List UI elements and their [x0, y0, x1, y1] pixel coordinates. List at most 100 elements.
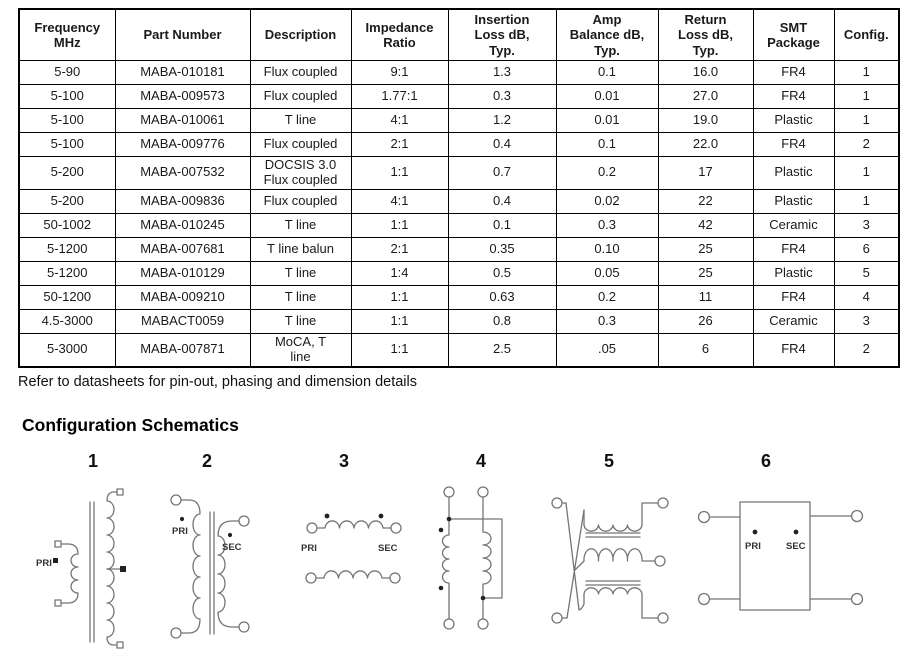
- table-cell: Flux coupled: [249, 84, 352, 109]
- table-cell: Flux coupled: [249, 132, 352, 157]
- table-cell: 0.4: [447, 132, 557, 157]
- table-cell: T line: [249, 108, 352, 133]
- table-cell: MABA-007681: [114, 236, 251, 262]
- table-cell: 5-100: [18, 84, 116, 109]
- terminal-circle: [170, 627, 182, 639]
- phase-dot: [793, 529, 799, 535]
- table-row: 4.5-3000 MABACT0059 T line 1:1 0.8 0.3 26 Ceram…: [18, 308, 900, 334]
- table-body: 5-90 MABA-010181 Flux coupled 9:1 1.3 0.1 16.0…: [18, 60, 900, 368]
- table-cell: 0.2: [555, 284, 659, 310]
- table-cell: 2: [833, 332, 900, 368]
- terminal-circle: [477, 618, 489, 630]
- table-cell: 27.0: [657, 84, 754, 109]
- table-row: 5-1200 MABA-007681 T line balun 2:1 0.35 0.10…: [18, 236, 900, 262]
- terminal-circle: [654, 555, 666, 567]
- table-cell: 4:1: [350, 108, 449, 133]
- primary-winding: [60, 543, 79, 604]
- table-cell: 1: [833, 156, 900, 190]
- table-cell: MABA-010129: [114, 260, 251, 286]
- table-row: 5-100 MABA-009573 Flux coupled 1.77:1 0.3 0.0…: [18, 84, 900, 109]
- terminal-circle: [551, 612, 563, 624]
- table-cell: 4:1: [350, 188, 449, 214]
- terminal-circle: [443, 486, 455, 498]
- schematic-1-transformer-diagram: PRI: [36, 488, 126, 649]
- table-cell: 16.0: [657, 60, 754, 85]
- junction-dot: [480, 595, 486, 601]
- table-cell: 11: [657, 284, 754, 310]
- table-cell: 1: [833, 108, 900, 133]
- table-row: 5-200 MABA-009836 Flux coupled 4:1 0.4 0.02 22…: [18, 188, 900, 214]
- schematic-4-number: 4: [475, 451, 486, 471]
- table-cell: 0.3: [447, 84, 557, 109]
- table-cell: MABA-009836: [114, 188, 251, 214]
- table-cell: 6: [833, 236, 900, 262]
- terminal-square: [54, 540, 62, 548]
- table-cell: 50-1002: [18, 212, 116, 238]
- table-row: 5-90 MABA-010181 Flux coupled 9:1 1.3 0.1 16.0…: [18, 60, 900, 85]
- table-cell: 1.3: [447, 60, 557, 85]
- table-cell: 0.2: [555, 156, 659, 190]
- table-cell: 0.7: [447, 156, 557, 190]
- schematic-3-tline-diagram: PRI SEC: [301, 513, 402, 584]
- table-cell: 1:4: [350, 260, 449, 286]
- table-cell: 1.2: [447, 108, 557, 133]
- table-cell: DOCSIS 3.0 Flux coupled: [249, 156, 352, 190]
- table-cell: 0.01: [555, 84, 659, 109]
- table-cell: 0.1: [447, 212, 557, 238]
- middle-winding: [574, 548, 656, 571]
- table-cell: 5-200: [18, 188, 116, 214]
- table-cell: 1.77:1: [350, 84, 449, 109]
- schematic-1-number: 1: [87, 451, 98, 471]
- terminal-circle: [443, 618, 455, 630]
- table-cell: 25: [657, 236, 754, 262]
- table-row: 50-1002 MABA-010245 T line 1:1 0.1 0.3 42 Ceram…: [18, 212, 900, 238]
- table-cell: 42: [657, 212, 754, 238]
- table-cell: 9:1: [350, 60, 449, 85]
- phase-dot: [438, 527, 444, 533]
- section-title: Configuration Schematics: [22, 415, 239, 435]
- schematic-5-number: 5: [603, 451, 614, 471]
- column-header: Amp Balance dB, Typ.: [555, 8, 659, 61]
- phase-dot: [752, 529, 758, 535]
- table-cell: MABA-009210: [114, 284, 251, 310]
- table-cell: 5-100: [18, 108, 116, 133]
- core-lines: [89, 501, 95, 643]
- terminal-circle: [850, 509, 864, 523]
- primary-winding: [180, 499, 201, 634]
- table-row: 5-100 MABA-009776 Flux coupled 2:1 0.4 0.1 22.…: [18, 132, 900, 157]
- table-cell: FR4: [752, 84, 835, 109]
- pri-label: PRI: [301, 543, 317, 554]
- core-lines: [209, 511, 215, 635]
- table-cell: MABA-007871: [114, 332, 251, 368]
- table-cell: 0.02: [555, 188, 659, 214]
- table-cell: 5-200: [18, 156, 116, 190]
- terminal-circle: [238, 515, 250, 527]
- table-row: 50-1200 MABA-009210 T line 1:1 0.63 0.2 11 FR4 4: [18, 284, 900, 310]
- terminal-circle: [305, 572, 317, 584]
- table-cell: 5-90: [18, 60, 116, 85]
- terminal-circle: [657, 497, 669, 509]
- table-row: 5-100 MABA-010061 T line 4:1 1.2 0.01 19.0 Plas…: [18, 108, 900, 133]
- table-cell: MABA-007532: [114, 156, 251, 190]
- terminal-square: [116, 641, 124, 649]
- terminal-circle: [657, 612, 669, 624]
- terminal-circle: [390, 522, 402, 534]
- table-cell: 2.5: [447, 332, 557, 368]
- link-wire: [448, 518, 503, 599]
- table-cell: FR4: [752, 332, 835, 368]
- table-cell: 0.35: [447, 236, 557, 262]
- datasheet-note: Refer to datasheets for pin-out, phasing…: [18, 374, 417, 390]
- table-cell: 22.0: [657, 132, 754, 157]
- table-cell: 0.10: [555, 236, 659, 262]
- package-body: [739, 501, 811, 611]
- phase-dot: [179, 516, 185, 522]
- secondary-winding: [217, 520, 240, 628]
- table-cell: 1:1: [350, 332, 449, 368]
- table-cell: FR4: [752, 132, 835, 157]
- terminal-square: [116, 488, 124, 496]
- table-cell: 4: [833, 284, 900, 310]
- pri-label: PRI: [172, 526, 188, 537]
- schematic-2-transformer-diagram: PRI SEC: [170, 494, 250, 639]
- table-cell: 0.3: [555, 308, 659, 334]
